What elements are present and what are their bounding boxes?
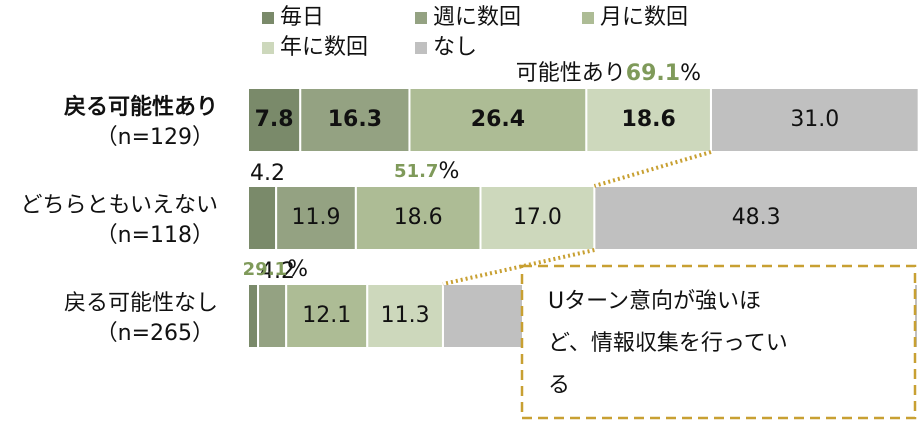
value-label: 18.6 [622, 107, 676, 132]
row-label: 戻る可能性あり [64, 94, 218, 120]
note-text: る [548, 373, 570, 398]
connector [442, 248, 595, 286]
bar-segment [275, 185, 357, 251]
total-value: 69.1 [626, 61, 680, 86]
row-n-label: （n=118） [96, 223, 214, 248]
value-label: 16.3 [328, 107, 382, 132]
value-label: 4.2 [260, 259, 295, 284]
bar-segment [247, 87, 302, 153]
total-value: 29.1 [243, 259, 287, 280]
bar-segment [247, 283, 260, 349]
value-label: 11.3 [381, 303, 430, 328]
bar-segment [408, 87, 588, 153]
total-label: 可能性あり69.1% [516, 61, 701, 86]
value-label: 12.1 [302, 303, 351, 328]
legend-swatch [262, 12, 274, 24]
note-box [520, 264, 917, 420]
total-label: 51.7% [394, 159, 459, 184]
value-label: 26.4 [471, 107, 525, 132]
bar-segment [593, 185, 919, 251]
row-n-label: （n=265） [96, 321, 214, 346]
total-prefix: 可能性あり [516, 61, 626, 86]
value-label: 11.9 [292, 205, 341, 230]
legend-swatch [262, 42, 274, 54]
total-value: 51.7 [394, 161, 438, 182]
legend-label: なし [433, 35, 477, 60]
connector [593, 150, 712, 188]
bar-segment [354, 185, 482, 251]
bar-segment [299, 87, 411, 153]
value-label: 48.3 [732, 205, 781, 230]
total-unit: % [287, 257, 308, 282]
bar-segment [366, 283, 444, 349]
value-label: 7.8 [255, 107, 294, 132]
value-label: 17.0 [513, 205, 562, 230]
value-label: 31.0 [790, 107, 839, 132]
value-label: 18.6 [394, 205, 443, 230]
total-unit: % [438, 159, 459, 184]
legend-label: 月に数回 [600, 5, 688, 30]
note-text: ど、情報収集を行ってい [548, 331, 788, 356]
legend-swatch [415, 12, 427, 24]
row-n-label: （n=129） [96, 125, 214, 150]
note-text: Uターン意向が強いほ [548, 289, 761, 314]
bar-segment [285, 283, 369, 349]
total-label: 29.1% [243, 257, 308, 282]
legend-swatch [582, 12, 594, 24]
legend-swatch [415, 42, 427, 54]
legend-label: 毎日 [280, 5, 324, 30]
row-label: どちらともいえない [20, 193, 218, 218]
total-unit: % [680, 61, 701, 86]
bar-segment [257, 283, 288, 349]
value-label: 4.2 [250, 161, 285, 186]
legend-label: 年に数回 [280, 35, 368, 60]
bar-segment [709, 87, 919, 153]
legend-label: 週に数回 [433, 5, 521, 30]
bar-segment [479, 185, 596, 251]
row-label: 戻る可能性なし [64, 291, 218, 316]
bar-segment [247, 185, 278, 251]
